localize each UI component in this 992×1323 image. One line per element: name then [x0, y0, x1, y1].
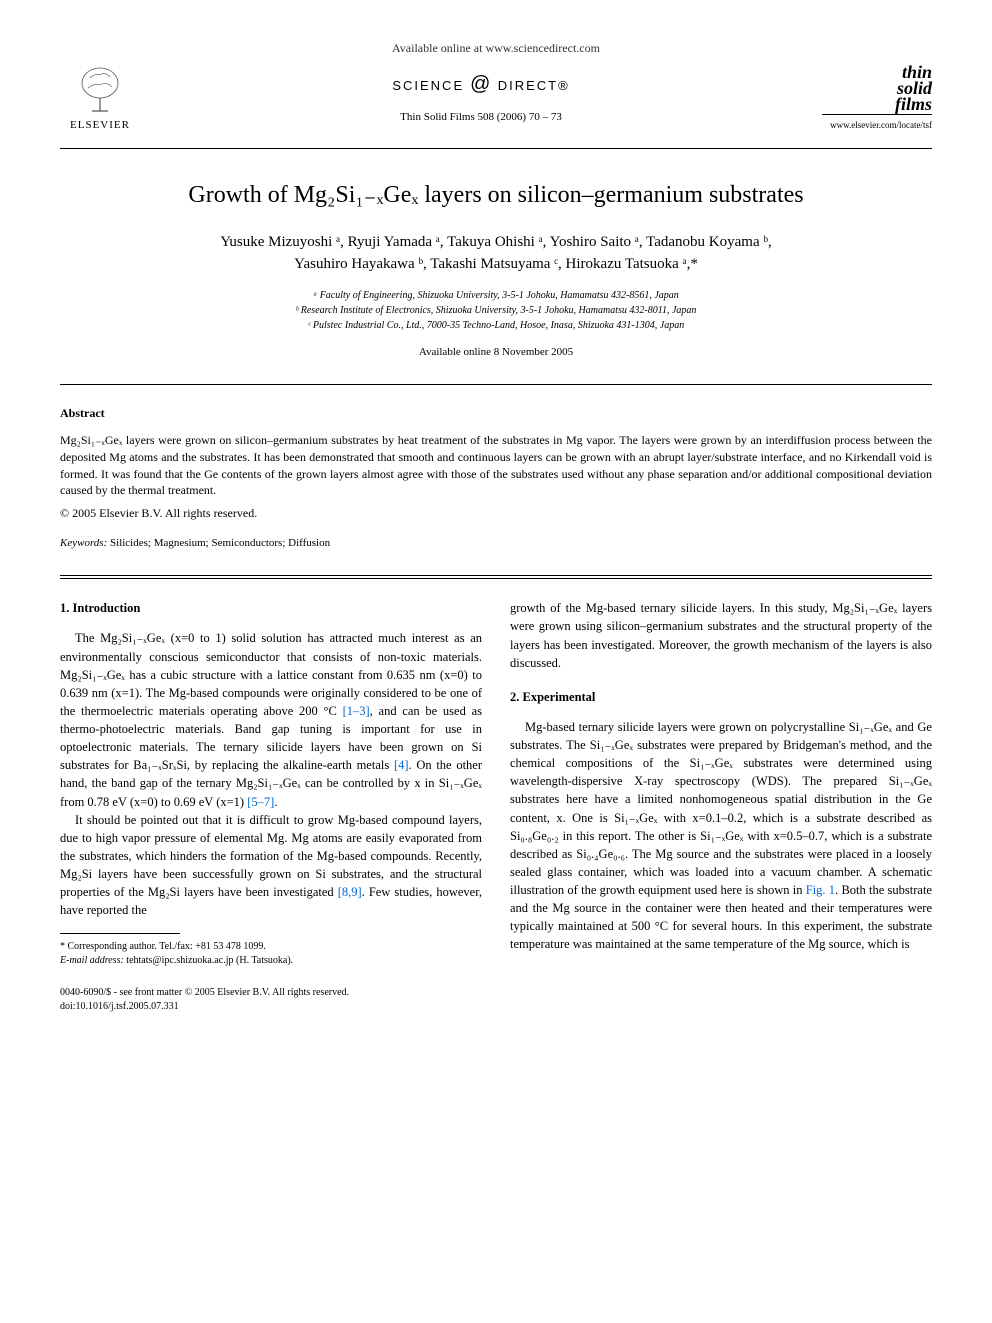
abstract-heading: Abstract	[60, 405, 932, 422]
exp-p1a: Mg-based ternary silicide layers were gr…	[510, 720, 932, 897]
footnote-email-label: E-mail address:	[60, 955, 124, 966]
tsf-url: www.elsevier.com/locate/tsf	[822, 119, 932, 132]
elsevier-label: ELSEVIER	[60, 118, 140, 133]
science-direct-block: SCIENCE @ DIRECT® Thin Solid Films 508 (…	[140, 70, 822, 125]
ref-link-1-3[interactable]: [1–3]	[343, 704, 370, 718]
authors-list: Yusuke Mizuyoshi ᵃ, Ryuji Yamada ᵃ, Taku…	[60, 231, 932, 276]
tsf-films: films	[822, 96, 932, 112]
intro-paragraph-3: growth of the Mg-based ternary silicide …	[510, 599, 932, 672]
article-title: Growth of Mg₂Si₁₋ₓGeₓ layers on silicon–…	[60, 179, 932, 213]
keywords-line: Keywords: Silicides; Magnesium; Semicond…	[60, 536, 932, 551]
available-date: Available online 8 November 2005	[60, 345, 932, 360]
intro-p1d: .	[274, 795, 277, 809]
sd-direct: DIRECT®	[498, 78, 570, 93]
available-online-text: Available online at www.sciencedirect.co…	[60, 40, 932, 57]
tsf-journal-logo: thin solid films www.elsevier.com/locate…	[822, 64, 932, 132]
tsf-wordmark: thin solid films	[822, 64, 932, 113]
intro-paragraph-1: The Mg₂Si₁₋ₓGeₓ (x=0 to 1) solid solutio…	[60, 629, 482, 810]
sd-science: SCIENCE	[392, 78, 464, 93]
authors-line-2: Yasuhiro Hayakawa ᵇ, Takashi Matsuyama ᶜ…	[60, 253, 932, 276]
journal-reference: Thin Solid Films 508 (2006) 70 – 73	[140, 110, 822, 125]
front-matter-line: 0040-6090/$ - see front matter © 2005 El…	[60, 986, 932, 1000]
experimental-heading: 2. Experimental	[510, 688, 932, 706]
footnote-separator	[60, 933, 180, 934]
ref-link-8-9[interactable]: [8,9]	[338, 885, 362, 899]
affiliation-a: ᵃ Faculty of Engineering, Shizuoka Unive…	[60, 288, 932, 303]
bottom-metadata: 0040-6090/$ - see front matter © 2005 El…	[60, 986, 932, 1014]
footnote-corresponding: * Corresponding author. Tel./fax: +81 53…	[60, 940, 482, 954]
keywords-label: Keywords:	[60, 537, 107, 549]
right-column: growth of the Mg-based ternary silicide …	[510, 599, 932, 968]
science-direct-logo: SCIENCE @ DIRECT®	[140, 70, 822, 98]
copyright-text: © 2005 Elsevier B.V. All rights reserved…	[60, 505, 932, 522]
header-logo-row: ELSEVIER SCIENCE @ DIRECT® Thin Solid Fi…	[60, 63, 932, 133]
sd-at-icon: @	[470, 73, 492, 95]
intro-heading: 1. Introduction	[60, 599, 482, 617]
authors-line-1: Yusuke Mizuyoshi ᵃ, Ryuji Yamada ᵃ, Taku…	[60, 231, 932, 254]
ref-link-fig-1[interactable]: Fig. 1	[806, 883, 835, 897]
corresponding-author-footnote: * Corresponding author. Tel./fax: +81 53…	[60, 940, 482, 968]
affiliations: ᵃ Faculty of Engineering, Shizuoka Unive…	[60, 288, 932, 333]
elsevier-logo: ELSEVIER	[60, 63, 140, 133]
experimental-paragraph-1: Mg-based ternary silicide layers were gr…	[510, 718, 932, 954]
intro-paragraph-2: It should be pointed out that it is diff…	[60, 811, 482, 920]
affiliation-b: ᵇ Research Institute of Electronics, Shi…	[60, 303, 932, 318]
affiliation-c: ᶜ Pulstec Industrial Co., Ltd., 7000-35 …	[60, 318, 932, 333]
ref-link-4[interactable]: [4]	[394, 758, 409, 772]
footnote-email-line: E-mail address: tehtats@ipc.shizuoka.ac.…	[60, 954, 482, 968]
doi-line: doi:10.1016/j.tsf.2005.07.331	[60, 1000, 932, 1014]
abstract-text: Mg₂Si₁₋ₓGeₓ layers were grown on silicon…	[60, 432, 932, 499]
keywords-values: Silicides; Magnesium; Semiconductors; Di…	[107, 537, 330, 549]
left-column: 1. Introduction The Mg₂Si₁₋ₓGeₓ (x=0 to …	[60, 599, 482, 968]
ref-link-5-7[interactable]: [5–7]	[247, 795, 274, 809]
elsevier-tree-icon	[60, 63, 140, 118]
footnote-email: tehtats@ipc.shizuoka.ac.jp (H. Tatsuoka)…	[124, 955, 293, 966]
two-column-body: 1. Introduction The Mg₂Si₁₋ₓGeₓ (x=0 to …	[60, 599, 932, 968]
